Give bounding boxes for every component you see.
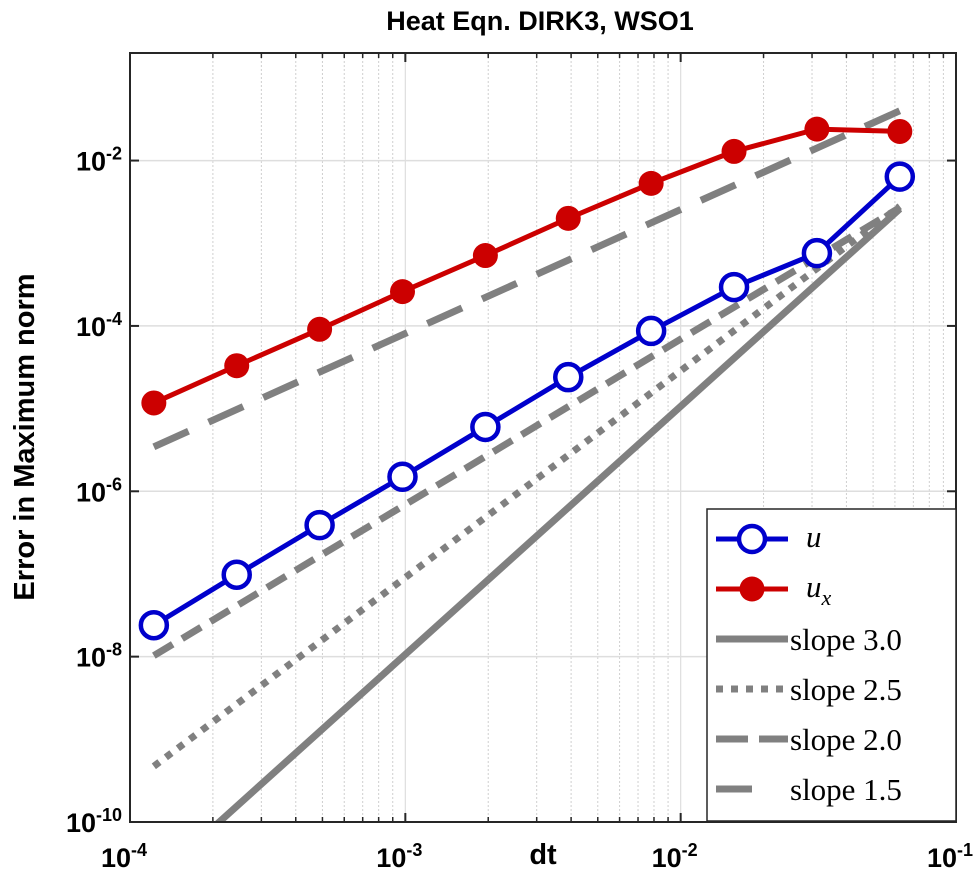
series-u-x-line	[152, 126, 900, 406]
chart-title: Heat Eqn. DIRK3, WSO1	[386, 6, 694, 36]
legend-label: ux	[806, 569, 832, 610]
grid	[130, 53, 956, 823]
legend-marker	[736, 523, 768, 555]
data-series	[138, 116, 916, 641]
x-tick-labels: 10-4 10-3 10-2 10-1	[101, 840, 973, 871]
series-u-x-point	[887, 118, 913, 144]
legend-label: slope 2.0	[790, 722, 902, 757]
reference-line-slope-2-5	[151, 203, 902, 770]
x-tick-label: 10-2	[652, 840, 698, 871]
legend-label: slope 3.0	[790, 622, 902, 657]
series-u-point	[387, 461, 418, 492]
legend-label: slope 1.5	[790, 772, 902, 807]
series-u-x-point	[224, 353, 250, 379]
reference-line-slope-2-0	[152, 204, 902, 659]
reference-line-slope-1-5	[152, 107, 902, 450]
series-u-x-point	[389, 279, 415, 305]
legend-label: u	[806, 519, 822, 554]
legend-item-slope-2-0: slope 2.0	[716, 722, 902, 757]
series-u-point	[884, 161, 916, 192]
legend-item-slope-1-5: slope 1.5	[716, 772, 902, 807]
series-u-line	[152, 174, 902, 628]
series-u-point	[138, 609, 170, 641]
series-u-point	[304, 509, 335, 541]
y-tick-label: 10-10	[66, 805, 122, 838]
series-u-point	[801, 237, 833, 269]
legend: u ux slope 3.0 slope 2.5 slope 2.0 slope 1.5	[706, 508, 957, 822]
y-tick-label: 10-6	[76, 474, 122, 507]
y-tick-labels: 10-10 10-8 10-6 10-4 10-2	[66, 144, 122, 838]
legend-item-u: u	[716, 519, 822, 555]
y-tick-label: 10-8	[76, 640, 122, 673]
series-u-x-point	[555, 205, 581, 231]
series-u-point	[221, 559, 252, 590]
series-u-point	[470, 411, 501, 443]
legend-item-u-x: ux	[716, 569, 832, 610]
series-u-x-point	[721, 138, 747, 164]
legend-label: slope 2.5	[790, 672, 902, 707]
legend-box	[706, 508, 957, 822]
series-u-x-point	[804, 116, 830, 142]
y-tick-label: 10-4	[76, 309, 122, 342]
series-u-x-point	[141, 390, 167, 416]
legend-marker	[739, 576, 765, 602]
x-tick-label: 10-3	[376, 840, 422, 871]
plot-frame	[129, 52, 957, 823]
series-u-point	[718, 271, 750, 303]
x-tick-label: 10-4	[101, 840, 147, 871]
reference-lines	[151, 107, 903, 822]
y-tick-label: 10-2	[76, 144, 122, 177]
series-u-point	[553, 361, 584, 393]
series-u-x-point	[472, 243, 498, 269]
y-axis-label: Error in Maximum norm	[9, 273, 41, 600]
series-u-x-point	[307, 316, 333, 342]
x-axis-label: dt	[529, 839, 557, 871]
x-tick-label: 10-1	[927, 840, 973, 871]
series-u-point	[635, 315, 667, 347]
series-u-x-point	[638, 170, 664, 196]
legend-item-slope-3-0: slope 3.0	[716, 622, 902, 657]
legend-item-slope-2-5: slope 2.5	[716, 672, 902, 707]
reference-line-slope-3-0	[214, 206, 903, 822]
